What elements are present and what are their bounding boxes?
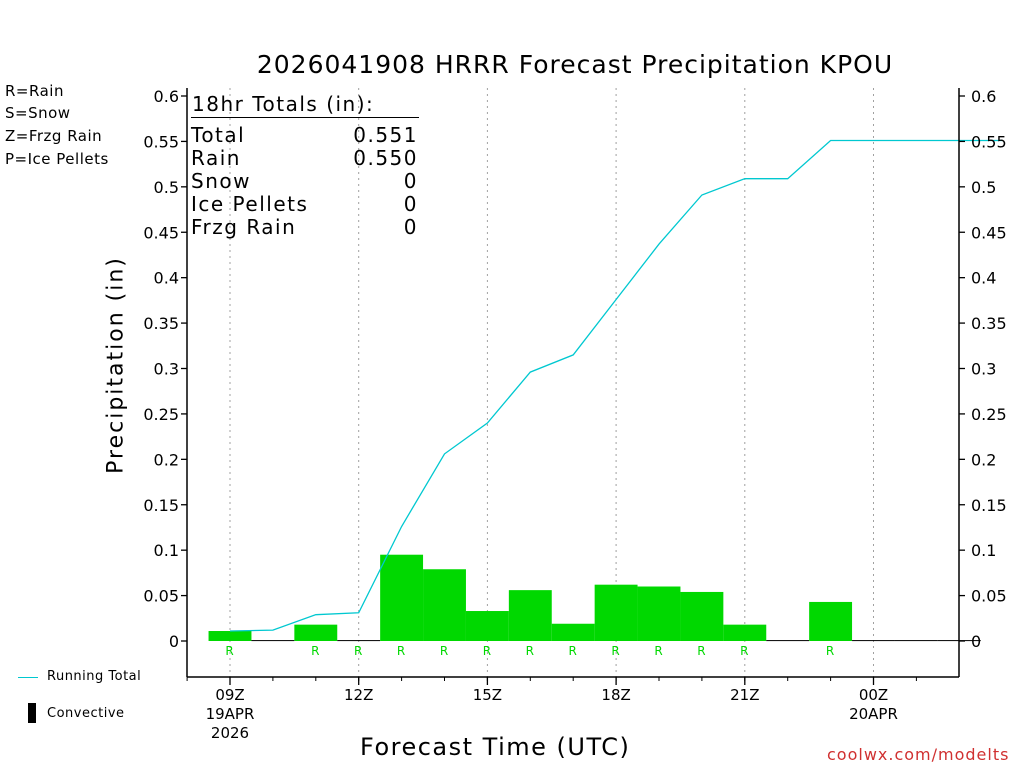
precip-bar: [723, 624, 767, 641]
precip-bar: [423, 569, 466, 641]
precip-bar: [251, 640, 295, 642]
totals-value: 0: [403, 215, 418, 239]
precip-bar: [809, 601, 853, 641]
totals-value: 0: [403, 169, 418, 193]
x-tick-label: 12Z: [344, 686, 373, 704]
x-tick-label: 20APR: [849, 705, 898, 723]
y-tick-label: 0.15: [143, 496, 179, 515]
precip-type-label: R: [569, 644, 577, 658]
y-tick-label: 0.4: [154, 269, 179, 288]
y-tick-label: 0.35: [971, 314, 1007, 333]
precip-type-label: R: [311, 644, 319, 658]
chart-title: 2026041908 HRRR Forecast Precipitation K…: [256, 50, 894, 79]
precip-bar: [337, 640, 381, 642]
legend-convective: Convective: [47, 706, 125, 721]
x-tick-label: 15Z: [473, 686, 502, 704]
precip-type-label: R: [654, 644, 662, 658]
y-tick-label: 0.6: [154, 87, 179, 106]
precip-type-label: R: [440, 644, 448, 658]
y-tick-label: 0.35: [143, 314, 179, 333]
key-rain: R=Rain: [5, 82, 64, 100]
y-tick-label: 0.05: [971, 587, 1007, 606]
precip-bar: [894, 640, 938, 642]
precip-bar: [465, 611, 509, 641]
y-tick-label: 0.2: [971, 450, 996, 469]
precip-bar: [766, 640, 810, 642]
y-tick-label: 0.45: [143, 223, 179, 242]
y-tick-label: 0.55: [143, 132, 179, 151]
y-tick-label: 0.3: [154, 360, 179, 379]
precip-bar: [594, 584, 638, 641]
y-tick-label: 0: [971, 632, 981, 651]
totals-label: Frzg Rain: [191, 215, 297, 239]
x-axis-label: Forecast Time (UTC): [360, 733, 631, 761]
y-tick-label: 0.1: [971, 541, 996, 560]
key-snow: S=Snow: [5, 104, 71, 122]
precip-type-label: R: [483, 644, 491, 658]
axis-layer: [181, 88, 965, 685]
x-tick-label: 19APR: [206, 705, 255, 723]
totals-label: Snow: [191, 169, 251, 193]
precip-type-label: R: [611, 644, 619, 658]
precip-type-label: R: [225, 644, 233, 658]
y-tick-label: 0.6: [971, 87, 996, 106]
y-tick-label: 0.45: [971, 223, 1007, 242]
x-tick-label: 00Z: [859, 686, 888, 704]
precip-bar: [380, 554, 424, 641]
totals-value: 0.551: [353, 123, 418, 147]
y-tick-label: 0.4: [971, 269, 996, 288]
label-layer: R R R R R R R R R R R R R0 00.05 0.050.1 0.10.15 0.150.2…: [143, 87, 1006, 742]
grid-layer: [229, 88, 874, 677]
y-tick-label: 0: [169, 632, 179, 651]
y-tick-label: 0.5: [971, 178, 996, 197]
y-tick-label: 0.25: [971, 405, 1007, 424]
totals-label: Rain: [191, 146, 241, 170]
y-tick-label: 0.2: [154, 450, 179, 469]
x-tick-label: 18Z: [601, 686, 630, 704]
y-tick-label: 0.25: [143, 405, 179, 424]
precip-type-label: R: [740, 644, 748, 658]
y-tick-label: 0.15: [971, 496, 1007, 515]
y-tick-label: 0.05: [143, 587, 179, 606]
running-total-swatch: [18, 677, 38, 678]
totals-header: 18hr Totals (in):: [192, 92, 375, 116]
precip-bar: [508, 590, 552, 641]
totals-value: 0: [403, 192, 418, 216]
y-tick-label: 0.3: [971, 360, 996, 379]
y-tick-label: 0.55: [971, 132, 1007, 151]
precip-bar: [208, 631, 252, 641]
x-tick-label: 21Z: [730, 686, 759, 704]
totals-values: 0.551 0.550 0 0 0: [300, 124, 418, 239]
legend-running-total: Running Total: [47, 669, 142, 684]
precip-bar: [637, 586, 681, 641]
precip-type-label: R: [526, 644, 534, 658]
precip-bar: [294, 624, 338, 641]
precip-bar: [852, 640, 895, 642]
precip-bar: [680, 591, 724, 641]
precip-type-label: R: [826, 644, 834, 658]
precip-type-label: R: [397, 644, 405, 658]
watermark: coolwx.com/modelts: [827, 745, 1010, 764]
y-tick-label: 0.5: [154, 178, 179, 197]
totals-underline: [191, 117, 419, 118]
y-tick-label: 0.1: [154, 541, 179, 560]
totals-labels: Total Rain Snow Ice Pellets Frzg Rain: [191, 124, 308, 239]
convective-swatch: [28, 703, 36, 723]
key-ice-pellets: P=Ice Pellets: [5, 150, 109, 168]
totals-label: Ice Pellets: [191, 192, 309, 216]
totals-label: Total: [191, 123, 246, 147]
key-freezing-rain: Z=Frzg Rain: [5, 127, 103, 145]
running-total-line: [229, 139, 1003, 632]
precip-bar: [551, 623, 595, 641]
x-tick-label: 2026: [211, 724, 249, 742]
totals-value: 0.550: [353, 146, 418, 170]
precip-type-label: R: [354, 644, 362, 658]
bar-layer: [208, 554, 981, 642]
x-tick-label: 09Z: [215, 686, 244, 704]
precip-type-label: R: [697, 644, 705, 658]
